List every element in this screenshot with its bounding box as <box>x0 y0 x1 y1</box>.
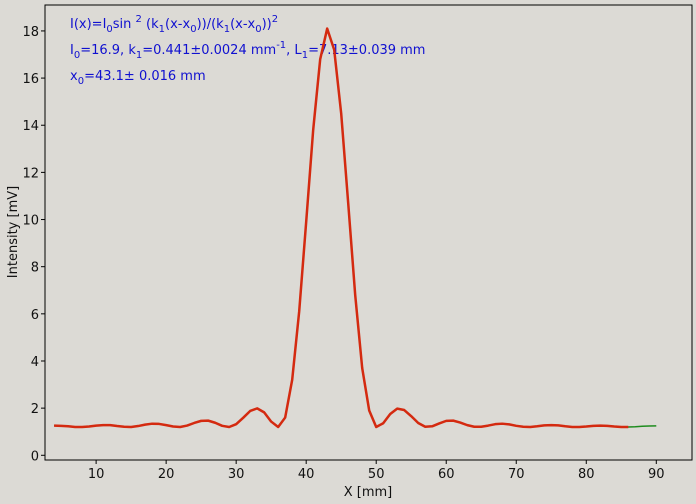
x-tick-label: 90 <box>648 467 665 482</box>
x-tick-label: 70 <box>508 467 525 482</box>
ann-part: 0 <box>255 24 261 35</box>
ann-part: (k <box>142 17 159 32</box>
ann-part: ))/(k <box>197 17 225 32</box>
ann-part: 0 <box>78 76 84 87</box>
y-tick-label: 18 <box>22 25 39 40</box>
ann-part: (x-x <box>165 17 190 32</box>
y-tick-label: 12 <box>22 166 39 181</box>
ann-part: 2 <box>272 14 278 25</box>
y-tick-label: 4 <box>31 355 39 370</box>
y-tick-label: 6 <box>31 308 39 323</box>
x-tick-label: 40 <box>298 467 315 482</box>
ann-part: 1 <box>224 24 230 35</box>
ann-part: (x-x <box>230 17 255 32</box>
y-tick-label: 8 <box>31 261 39 276</box>
ann-part: =16.9, k <box>80 43 136 58</box>
ann-part: 1 <box>159 24 165 35</box>
x-tick-label: 20 <box>158 467 175 482</box>
annotation: I0=16.9, k1=0.441±0.0024 mm-1, L1=7.13±0… <box>70 40 425 61</box>
x-axis-label: X [mm] <box>344 485 393 500</box>
ann-part: I(x)=I <box>70 17 106 32</box>
annotation: I(x)=I0sin 2 (k1(x-x0))/(k1(x-x0))2 <box>70 14 278 35</box>
ann-part: sin <box>113 17 136 32</box>
ann-part: =0.441±0.0024 mm <box>142 43 276 58</box>
y-tick-label: 10 <box>22 214 39 229</box>
y-tick-label: 2 <box>31 402 39 417</box>
plot-frame <box>44 4 693 461</box>
y-tick-label: 0 <box>31 449 39 464</box>
ann-part: 0 <box>74 50 80 61</box>
annotation: x0=43.1± 0.016 mm <box>70 69 206 87</box>
ann-part: 0 <box>106 24 112 35</box>
x-tick-label: 10 <box>88 467 105 482</box>
ann-part: 2 <box>136 14 142 25</box>
y-tick-label: 16 <box>22 72 39 87</box>
ann-part: )) <box>262 17 272 32</box>
y-axis-label: Intensity [mV] <box>6 186 21 278</box>
ann-part: 1 <box>302 50 308 61</box>
ann-part: 1 <box>136 50 142 61</box>
y-tick-label: 14 <box>22 119 39 134</box>
ann-part: =43.1± 0.016 mm <box>84 69 206 84</box>
ann-part: 0 <box>190 24 196 35</box>
ann-part: x <box>70 69 78 84</box>
x-tick-label: 50 <box>368 467 385 482</box>
series-line <box>54 27 629 429</box>
x-tick-label: 30 <box>228 467 245 482</box>
ann-part: I <box>70 43 74 58</box>
ann-part: , L <box>286 43 302 58</box>
ann-part: =7.13±0.039 mm <box>308 43 425 58</box>
x-tick-label: 80 <box>578 467 595 482</box>
ann-part: -1 <box>276 40 286 51</box>
x-tick-label: 60 <box>438 467 455 482</box>
